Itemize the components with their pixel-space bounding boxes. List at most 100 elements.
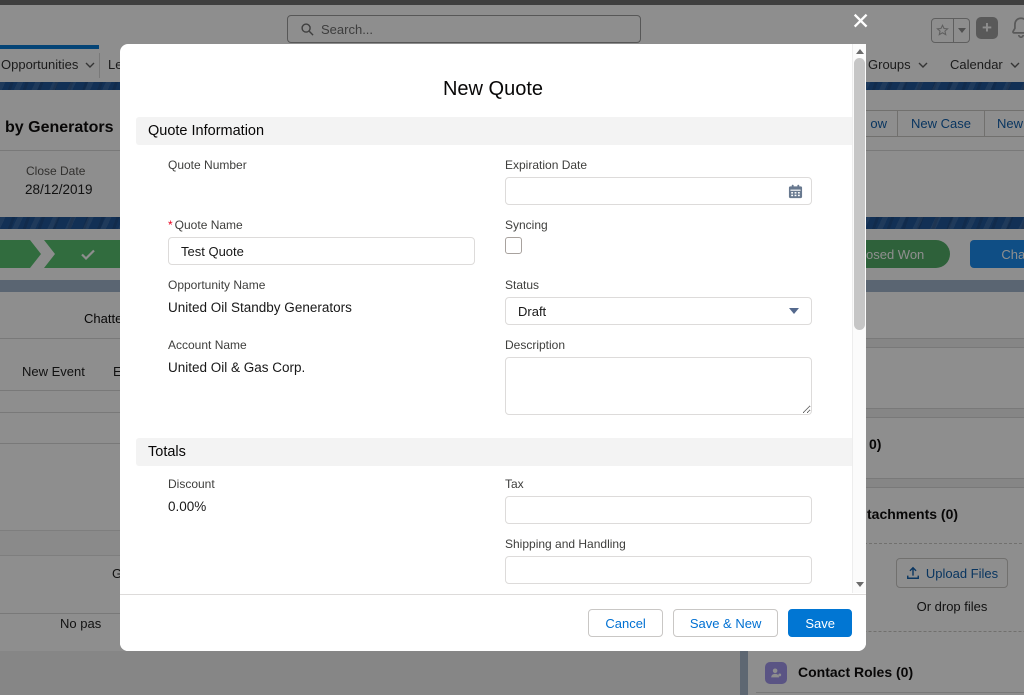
- required-asterisk: *: [168, 218, 173, 232]
- syncing-label: Syncing: [505, 218, 548, 232]
- favorites-group: [931, 18, 970, 43]
- select-caret-icon: [789, 308, 799, 314]
- chevron-down-icon: [957, 28, 966, 33]
- field-syncing: Syncing: [505, 217, 812, 265]
- quote-name-input[interactable]: [168, 237, 475, 265]
- active-tab-indicator: [0, 45, 99, 49]
- cancel-button[interactable]: Cancel: [588, 609, 663, 637]
- modal-scrollbar[interactable]: [852, 44, 866, 593]
- close-date-value: 28/12/2019: [25, 182, 93, 197]
- activity-fragment-g: G: [112, 566, 123, 581]
- modal-title: New Quote: [442, 78, 544, 100]
- save-and-new-button[interactable]: Save & New: [672, 609, 779, 637]
- record-title-fragment: by Generators: [5, 119, 114, 136]
- or-drop-files-text: Or drop files: [916, 599, 988, 614]
- upload-icon: [906, 566, 919, 579]
- calendar-icon[interactable]: [788, 184, 803, 199]
- description-textarea[interactable]: [505, 357, 812, 415]
- sidebar-card-gap: [748, 338, 1024, 348]
- totals-grid: Discount 0.00% Tax Shipping and Handling: [168, 476, 826, 584]
- star-icon: [936, 24, 949, 36]
- tab-groups[interactable]: Groups: [868, 57, 928, 72]
- field-discount: Discount 0.00%: [168, 476, 475, 524]
- opportunity-name-value: United Oil Standby Generators: [168, 300, 352, 315]
- scroll-up-arrow[interactable]: [856, 49, 864, 54]
- empty-cell: [168, 536, 475, 584]
- status-label: Status: [505, 278, 540, 292]
- description-label: Description: [505, 338, 566, 352]
- account-name-label: Account Name: [168, 338, 247, 352]
- favorites-menu-button[interactable]: [954, 18, 970, 43]
- no-past-activity-fragment: No pas: [60, 616, 102, 631]
- expiration-date-label: Expiration Date: [505, 158, 588, 172]
- tab-opportunities[interactable]: Opportunities: [1, 57, 95, 72]
- tab-separator: [99, 53, 100, 78]
- sidebar-card-count-fragment: 0): [869, 436, 882, 452]
- contact-roles-icon: [765, 662, 787, 684]
- composer-tab-email-fragment[interactable]: E: [113, 364, 122, 379]
- quote-number-value: [168, 177, 475, 178]
- global-actions-button[interactable]: +: [976, 17, 998, 39]
- status-selected-value: Draft: [518, 303, 547, 319]
- page-background: [0, 651, 740, 695]
- syncing-checkbox[interactable]: [505, 237, 522, 254]
- column-divider: [740, 648, 748, 695]
- change-closed-stage-button[interactable]: Change Closed Stage: [970, 240, 1024, 268]
- field-quote-name: * Quote Name: [168, 217, 475, 265]
- shipping-handling-input[interactable]: [505, 556, 812, 584]
- save-button[interactable]: Save: [788, 609, 852, 637]
- section-quote-information: Quote Information: [136, 117, 859, 145]
- quote-name-label: * Quote Name: [168, 218, 243, 232]
- new-case-button[interactable]: New Case: [897, 110, 985, 137]
- field-expiration-date: Expiration Date: [505, 157, 812, 205]
- field-description: Description: [505, 337, 812, 420]
- search-placeholder: Search...: [321, 21, 374, 37]
- chevron-down-icon: [1010, 62, 1020, 68]
- browser-top-strip: [0, 0, 1024, 5]
- attachments-header-fragment: tachments (0): [867, 506, 959, 522]
- tab-chatter[interactable]: Chatter: [84, 311, 127, 326]
- new-quote-modal: New Quote Quote Information Quote Number…: [120, 44, 866, 651]
- tab-calendar[interactable]: Calendar: [950, 57, 1020, 72]
- discount-label: Discount: [168, 477, 215, 491]
- tab-leads-fragment[interactable]: Le: [108, 57, 123, 72]
- expiration-date-input[interactable]: [505, 177, 812, 205]
- field-quote-number: Quote Number: [168, 157, 475, 205]
- quote-information-grid: Quote Number Expiration Date: [168, 157, 826, 420]
- modal-footer: Cancel Save & New Save: [120, 594, 866, 651]
- field-opportunity-name: Opportunity Name United Oil Standby Gene…: [168, 277, 475, 325]
- favorite-star-button[interactable]: [931, 18, 954, 43]
- tax-label: Tax: [505, 477, 524, 491]
- field-status: Status Draft: [505, 277, 812, 325]
- sidebar-card-gap: [748, 408, 1024, 418]
- discount-value: 0.00%: [168, 499, 207, 514]
- account-name-value: United Oil & Gas Corp.: [168, 360, 306, 375]
- opportunity-name-label: Opportunity Name: [168, 278, 266, 292]
- search-icon: [301, 22, 314, 36]
- scrollbar-thumb[interactable]: [854, 58, 865, 330]
- notifications-bell-icon[interactable]: [1008, 15, 1024, 41]
- status-select[interactable]: Draft: [505, 297, 812, 325]
- person-icon: [771, 668, 782, 678]
- global-header: Search... +: [0, 5, 1024, 48]
- field-account-name: Account Name United Oil & Gas Corp.: [168, 337, 475, 420]
- chevron-down-icon: [918, 62, 928, 68]
- scroll-down-arrow[interactable]: [856, 582, 864, 587]
- contact-roles-header: Contact Roles (0): [798, 664, 914, 680]
- quote-number-label: Quote Number: [168, 158, 247, 172]
- sidebar-divider: [756, 692, 1024, 693]
- chevron-down-icon: [85, 62, 95, 68]
- sidebar-card-gap: [748, 478, 1024, 488]
- tax-input[interactable]: [505, 496, 812, 524]
- check-icon: [81, 249, 95, 261]
- field-tax: Tax: [505, 476, 812, 524]
- section-totals: Totals: [136, 438, 859, 466]
- close-date-label: Close Date: [26, 164, 86, 178]
- global-search-input[interactable]: Search...: [287, 15, 641, 43]
- new-button-fragment[interactable]: New: [984, 110, 1024, 137]
- upload-files-button[interactable]: Upload Files: [896, 558, 1008, 588]
- composer-tab-new-event[interactable]: New Event: [22, 364, 85, 379]
- field-shipping-handling: Shipping and Handling: [505, 536, 812, 584]
- close-icon[interactable]: ✕: [851, 8, 871, 34]
- shipping-handling-label: Shipping and Handling: [505, 537, 626, 551]
